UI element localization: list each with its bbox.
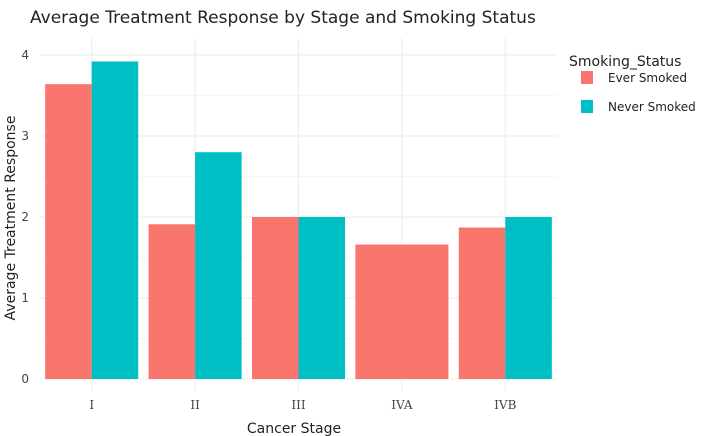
- bar-never-smoked-iii: [298, 217, 346, 379]
- x-tick-label: III: [291, 398, 305, 412]
- bar-ever-smoked-iii: [251, 217, 299, 379]
- legend-label: Ever Smoked: [608, 71, 687, 85]
- x-axis-title: Cancer Stage: [247, 421, 341, 436]
- bar-never-smoked-i: [91, 61, 139, 379]
- legend-title: Smoking_Status: [569, 54, 681, 70]
- y-tick-label: 1: [21, 291, 29, 305]
- x-axis-ticks: I II III IVA IVB: [89, 398, 516, 412]
- legend-swatch: [581, 71, 593, 84]
- x-tick-label: IVA: [391, 398, 413, 412]
- bar-ever-smoked-iva: [355, 244, 449, 379]
- bars: [45, 61, 552, 379]
- legend: Smoking_Status Ever Smoked Never Smoked: [569, 54, 696, 114]
- legend-label: Never Smoked: [608, 100, 696, 114]
- y-axis-ticks: 0 1 2 3 4: [21, 48, 29, 386]
- y-tick-label: 2: [21, 210, 29, 224]
- bar-ever-smoked-ii: [148, 224, 196, 379]
- bar-never-smoked-ivb: [505, 217, 552, 379]
- chart-title: Average Treatment Response by Stage and …: [30, 8, 536, 28]
- bar-ever-smoked-ivb: [458, 227, 506, 379]
- legend-swatch: [581, 100, 593, 113]
- x-tick-label: IVB: [494, 398, 516, 412]
- bar-never-smoked-ii: [195, 152, 242, 379]
- bar-ever-smoked-i: [45, 84, 92, 379]
- x-tick-label: II: [190, 398, 200, 412]
- y-tick-label: 3: [21, 129, 29, 143]
- y-tick-label: 4: [21, 48, 29, 62]
- y-tick-label: 0: [21, 372, 29, 386]
- x-tick-label: I: [89, 398, 94, 412]
- y-axis-title: Average Treatment Response: [3, 116, 19, 321]
